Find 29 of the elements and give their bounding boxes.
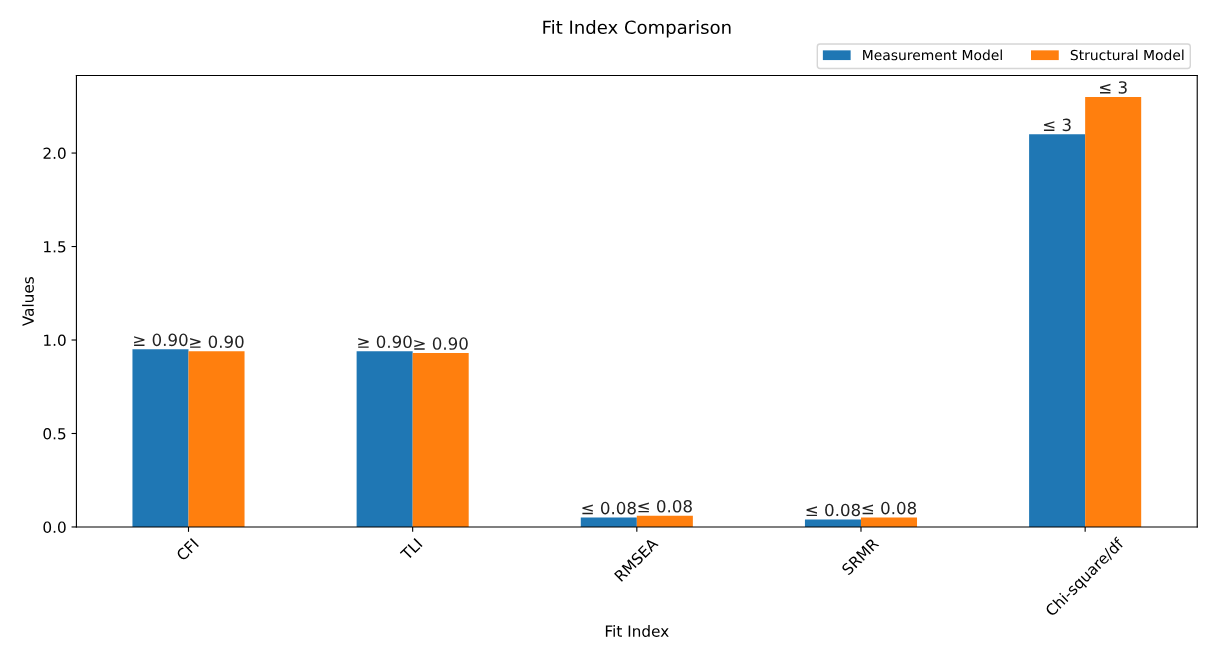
y-tick-label: 1.0 bbox=[44, 334, 66, 347]
data-label: ≤ 0.08 bbox=[582, 501, 636, 515]
chart-title: Fit Index Comparison bbox=[543, 20, 731, 38]
legend-label: Measurement Model bbox=[863, 49, 1002, 61]
y-axis-title: Values bbox=[22, 277, 34, 327]
bar bbox=[132, 349, 189, 527]
data-label: ≥ 0.90 bbox=[414, 337, 468, 350]
y-tick-label: 0.5 bbox=[43, 427, 66, 440]
data-label: ≥ 0.90 bbox=[190, 335, 244, 348]
data-label: ≤ 0.08 bbox=[862, 501, 917, 515]
bar bbox=[356, 351, 413, 527]
bar bbox=[1085, 96, 1142, 527]
y-tick-label: 0.0 bbox=[43, 521, 66, 533]
data-label: ≥ 0.90 bbox=[134, 333, 188, 347]
data-label: ≤ 3 bbox=[1043, 118, 1071, 132]
x-axis-title: Fit Index bbox=[605, 625, 669, 637]
bar bbox=[1029, 134, 1086, 527]
x-tick-label: CFI bbox=[175, 537, 200, 562]
data-label: ≤ 3 bbox=[1100, 81, 1127, 94]
bar bbox=[412, 353, 469, 527]
data-label: ≤ 0.08 bbox=[806, 503, 861, 517]
data-label: ≥ 0.90 bbox=[358, 335, 412, 348]
y-tick-label: 1.5 bbox=[44, 241, 66, 253]
legend-label: Structural Model bbox=[1070, 49, 1184, 61]
bar bbox=[188, 351, 245, 527]
bar bbox=[804, 519, 861, 527]
x-tick-label: TLI bbox=[399, 538, 423, 561]
y-tick-label: 2.0 bbox=[43, 147, 66, 160]
data-label: ≤ 0.08 bbox=[638, 499, 692, 513]
